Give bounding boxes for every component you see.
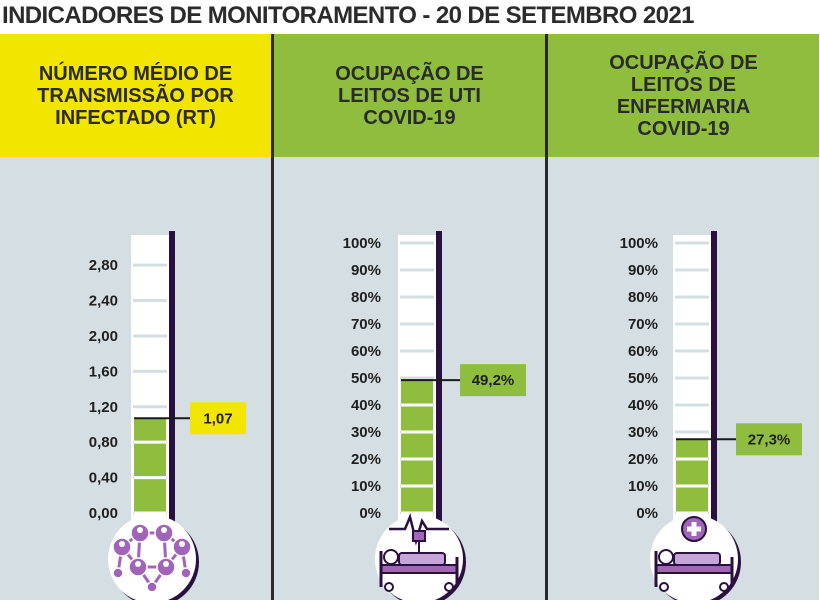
y-tick-label: 100% [620, 235, 658, 252]
value-bar [676, 439, 708, 513]
y-tick-label: 40% [628, 397, 658, 414]
y-tick-label: 1,60 [89, 363, 118, 380]
ward-bed-cross-icon [654, 516, 734, 592]
y-tick-label: 70% [628, 316, 658, 333]
y-tick-label: 70% [351, 316, 381, 333]
thermometer-bulb [108, 515, 196, 600]
bed-blanket [673, 552, 721, 566]
y-tick-label: 0% [359, 505, 381, 522]
bed-wheel [719, 582, 729, 592]
y-tick-label: 80% [351, 289, 381, 306]
y-tick-label: 0,00 [89, 505, 118, 522]
bed-blanket [398, 552, 446, 566]
cross-horizontal [687, 526, 701, 532]
bed-frame [380, 564, 458, 574]
y-tick-label: 20% [628, 451, 658, 468]
value-label-box [736, 423, 802, 456]
person-node [112, 567, 124, 579]
y-tick-label: 0% [636, 505, 658, 522]
y-tick-label: 2,80 [89, 257, 118, 274]
y-tick-label: 10% [628, 478, 658, 495]
thermometer-chart: 0% 10% 20% 30% 40% 50% 60% 70% 80% 90% 100% 49,2% [343, 231, 526, 600]
panel-uti: OCUPAÇÃO DE LEITOS DE UTI COVID-19 0% 10%… [274, 34, 545, 600]
y-tick-label: 40% [351, 397, 381, 414]
value-bar [401, 380, 433, 513]
value-label: 1,07 [203, 410, 232, 427]
panel-heading: OCUPAÇÃO DE LEITOS DE ENFERMARIA COVID-1… [609, 51, 758, 140]
value-label-box [460, 364, 526, 397]
y-tick-label: 90% [351, 262, 381, 279]
person-head [137, 527, 143, 533]
panel-header: OCUPAÇÃO DE LEITOS DE ENFERMARIA COVID-1… [548, 34, 819, 157]
y-tick-label: 50% [351, 370, 381, 387]
y-tick-label: 90% [628, 262, 658, 279]
person-node [180, 567, 192, 579]
y-tick-label: 30% [351, 424, 381, 441]
divider [545, 34, 548, 600]
page-title: INDICADORES DE MONITORAMENTO - 20 DE SET… [2, 2, 695, 29]
people-network-icon [112, 523, 192, 593]
value-label: 49,2% [472, 372, 515, 389]
y-tick-label: 60% [628, 343, 658, 360]
bed-wheel [659, 582, 669, 592]
y-tick-label: 60% [351, 343, 381, 360]
bed-wheel [444, 582, 454, 592]
y-tick-label: 2,40 [89, 293, 118, 310]
y-tick-label: 1,20 [89, 399, 118, 416]
y-tick-label: 30% [628, 424, 658, 441]
person-head [119, 541, 125, 547]
person-node [146, 581, 158, 593]
y-tick-label: 0,80 [89, 434, 118, 451]
y-tick-label: 2,00 [89, 328, 118, 345]
y-tick-label: 10% [351, 478, 381, 495]
tube-shadow [711, 231, 717, 531]
person-head [179, 541, 185, 547]
value-label: 27,3% [748, 431, 791, 448]
panel-header: NÚMERO MÉDIO DE TRANSMISSÃO POR INFECTAD… [0, 34, 271, 157]
y-tick-label: 20% [351, 451, 381, 468]
patient-head [658, 549, 674, 565]
patient-head [383, 549, 399, 565]
value-label-box [190, 402, 246, 435]
bed-wheel [384, 582, 394, 592]
panel-header: OCUPAÇÃO DE LEITOS DE UTI COVID-19 [274, 34, 545, 157]
thermometer-chart: 0,00 0,40 0,80 1,20 1,60 2,00 2,40 2,80 1,07 [89, 231, 246, 600]
panel-heading: OCUPAÇÃO DE LEITOS DE UTI COVID-19 [335, 62, 484, 129]
icu-bed-monitor-icon [379, 513, 459, 592]
y-tick-label: 0,40 [89, 470, 118, 487]
y-tick-label: 100% [343, 235, 381, 252]
divider [271, 34, 274, 600]
monitor-box [412, 530, 426, 542]
panel-heading: NÚMERO MÉDIO DE TRANSMISSÃO POR INFECTAD… [37, 62, 234, 129]
bed-frame [655, 564, 733, 574]
person-head [135, 561, 141, 567]
panel-enfermaria: OCUPAÇÃO DE LEITOS DE ENFERMARIA COVID-1… [548, 34, 819, 600]
panel-rt: NÚMERO MÉDIO DE TRANSMISSÃO POR INFECTAD… [0, 34, 271, 600]
person-head [163, 561, 169, 567]
y-tick-label: 80% [628, 289, 658, 306]
thermometer-chart: 0% 10% 20% 30% 40% 50% 60% 70% 80% 90% 100% 27,3% [620, 231, 802, 600]
tube-shadow [169, 231, 175, 531]
value-bar [134, 418, 166, 513]
person-head [161, 527, 167, 533]
y-tick-label: 50% [628, 370, 658, 387]
